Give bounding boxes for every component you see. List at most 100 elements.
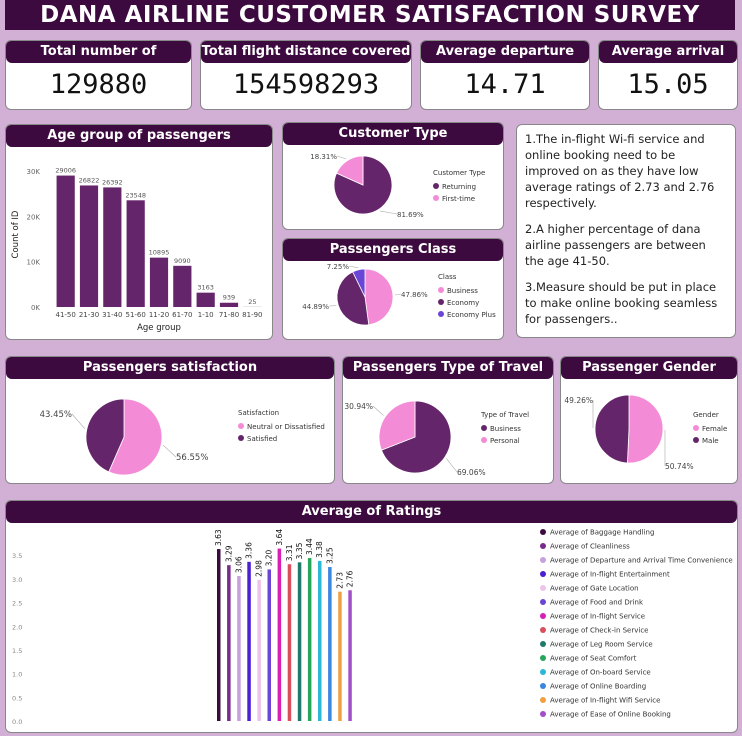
y-tick-label: 1.5 [12, 647, 22, 655]
legend-label: Average of Cleanliness [550, 543, 630, 551]
data-label: 3.36 [245, 542, 254, 559]
legend-swatch [540, 627, 546, 633]
y-tick-label: 2.5 [12, 600, 22, 608]
slice-label: 69.06% [457, 468, 486, 477]
x-tick-label: 71-80 [219, 311, 239, 319]
gender-chart: Passenger Gender 50.74% 49.26% Gender Femal… [560, 356, 738, 484]
rating-bar [318, 560, 322, 721]
legend-swatch [540, 697, 546, 703]
satisfaction-chart: Passengers satisfaction 56.55% 43.45% Sati… [5, 356, 335, 484]
legend-title: Gender [693, 411, 719, 419]
y-axis-label: Count of ID [11, 210, 21, 258]
kpi-value: 129880 [49, 69, 148, 100]
passenger-class-plot: 47.86% 44.89% 7.25% Class Business Economy Eco… [302, 263, 496, 326]
x-tick-label: 1-10 [198, 311, 214, 319]
data-label: 25 [248, 298, 256, 306]
legend-swatch [481, 437, 487, 443]
y-tick-label: 2.0 [12, 623, 22, 631]
slice-label: 18.31% [310, 153, 337, 161]
note-1: 1.The in-flight Wi-fi service and online… [525, 132, 715, 210]
legend-label: Average of In-flight Service [550, 613, 645, 621]
bar [196, 292, 215, 307]
legend-label: Economy Plus [447, 311, 496, 319]
leader-line [372, 405, 384, 416]
data-label: 3.35 [295, 542, 304, 559]
slice-label: 44.89% [302, 303, 329, 311]
kpi-departure-delay: Average departure delay 14.71 [420, 40, 590, 110]
dashboard-title: DANA AIRLINE CUSTOMER SATISFACTION SURVE… [5, 0, 735, 30]
data-label: 3.38 [315, 541, 324, 558]
y-tick-label: 3.5 [12, 552, 22, 560]
kpi-total-distance: Total flight distance covered 154598293 [200, 40, 412, 110]
legend-label: Male [702, 437, 719, 445]
data-label: 2.98 [255, 560, 264, 577]
leader-line [348, 265, 359, 269]
legend-label: Average of Seat Comfort [550, 655, 637, 663]
chart-title: Passengers Type of Travel [343, 357, 553, 379]
travel-type-chart: Passengers Type of Travel 69.06% 30.94% Ty… [342, 356, 554, 484]
data-label: 3.63 [214, 529, 223, 546]
data-label: 3.31 [285, 544, 294, 561]
legend-title: Satisfaction [238, 409, 279, 417]
leader-line [71, 413, 86, 430]
bar [79, 185, 99, 307]
legend-swatch [438, 299, 444, 305]
rating-bar [338, 591, 342, 721]
legend-title: Type of Travel [480, 411, 529, 419]
rating-bar [237, 576, 241, 721]
pie-slice [380, 400, 452, 474]
legend-swatch [433, 195, 439, 201]
age-group-plot: 0K 10K 20K 30K 29006 41-50 26822 21-30 26392 31-4… [11, 167, 263, 333]
x-axis-label: Age group [137, 323, 181, 333]
satisfaction-plot: 56.55% 43.45% Satisfaction Neutral or Dissa… [40, 398, 325, 476]
x-tick-label: 81-90 [242, 311, 262, 319]
pie-slice [627, 394, 664, 464]
customer-type-chart: Customer Type 81.69% 18.31% Customer Type R… [282, 122, 504, 230]
kpi-arrival-delay: Average arrival delay 15.05 [598, 40, 738, 110]
legend-label: Average of Departure and Arrival Time Co… [550, 557, 733, 565]
legend-swatch [540, 599, 546, 605]
ratings-chart: Average of Ratings 0.0 0.5 1.0 1.5 2.0 2.5 3.0… [5, 500, 738, 733]
pie-slice [108, 398, 163, 476]
y-tick-label: 0.0 [12, 718, 22, 726]
legend-swatch [540, 613, 546, 619]
kpi-label: Average departure delay [421, 41, 589, 81]
rating-bar [247, 561, 251, 721]
pie-slice [336, 271, 370, 326]
legend-label: Average of Leg Room Service [550, 641, 653, 649]
slice-label: 50.74% [665, 462, 694, 471]
rating-bar [287, 564, 292, 721]
legend-swatch [433, 183, 439, 189]
y-tick-label: 3.0 [12, 576, 22, 584]
ratings-plot: 0.0 0.5 1.0 1.5 2.0 2.5 3.0 3.5 3.633.293.063.36… [12, 529, 733, 727]
age-group-chart: Age group of passengers 0K 10K 20K 30K 29006… [5, 124, 273, 340]
leader-line [336, 155, 347, 160]
data-label: 3.64 [275, 529, 284, 546]
data-label: 26822 [79, 176, 100, 184]
legend-title: Class [438, 273, 457, 281]
bar [173, 265, 192, 307]
x-tick-label: 41-50 [55, 311, 75, 319]
legend-swatch [540, 543, 546, 549]
y-tick-label: 0K [31, 304, 40, 312]
y-tick-label: 30K [27, 168, 41, 176]
leader-line [162, 444, 177, 458]
chart-title: Average of Ratings [6, 501, 737, 523]
data-label: 3163 [197, 284, 214, 292]
rating-bar [227, 565, 231, 721]
x-tick-label: 11-20 [149, 311, 169, 319]
data-label: 26392 [102, 178, 123, 186]
slice-label: 47.86% [401, 291, 428, 299]
data-label: 3.44 [305, 538, 314, 555]
legend-label: Average of On-board Service [550, 669, 651, 677]
legend-swatch [540, 571, 546, 577]
legend-label: Business [447, 287, 478, 295]
legend-swatch [540, 529, 546, 535]
legend-label: Average of Online Boarding [550, 683, 646, 691]
legend-swatch [540, 641, 546, 647]
x-tick-label: 21-30 [79, 311, 99, 319]
bar [219, 302, 239, 307]
slice-label: 30.94% [344, 402, 373, 411]
data-label: 939 [223, 294, 235, 302]
gender-plot: 50.74% 49.26% Gender Female Male [564, 394, 727, 471]
